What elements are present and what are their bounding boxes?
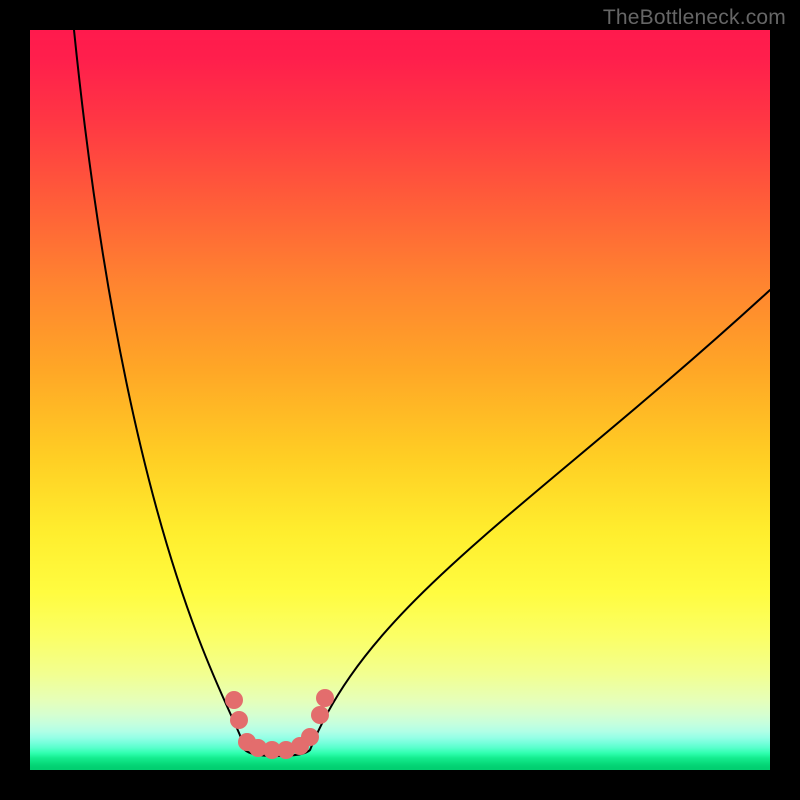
data-point: [311, 706, 329, 724]
data-point: [301, 728, 319, 746]
watermark-text: TheBottleneck.com: [603, 6, 786, 30]
data-point: [225, 691, 243, 709]
data-point: [316, 689, 334, 707]
plot-area: [30, 30, 770, 770]
dot-group: [225, 689, 334, 759]
bottleneck-curve: [74, 30, 770, 756]
chart-svg: [30, 30, 770, 770]
data-point: [230, 711, 248, 729]
